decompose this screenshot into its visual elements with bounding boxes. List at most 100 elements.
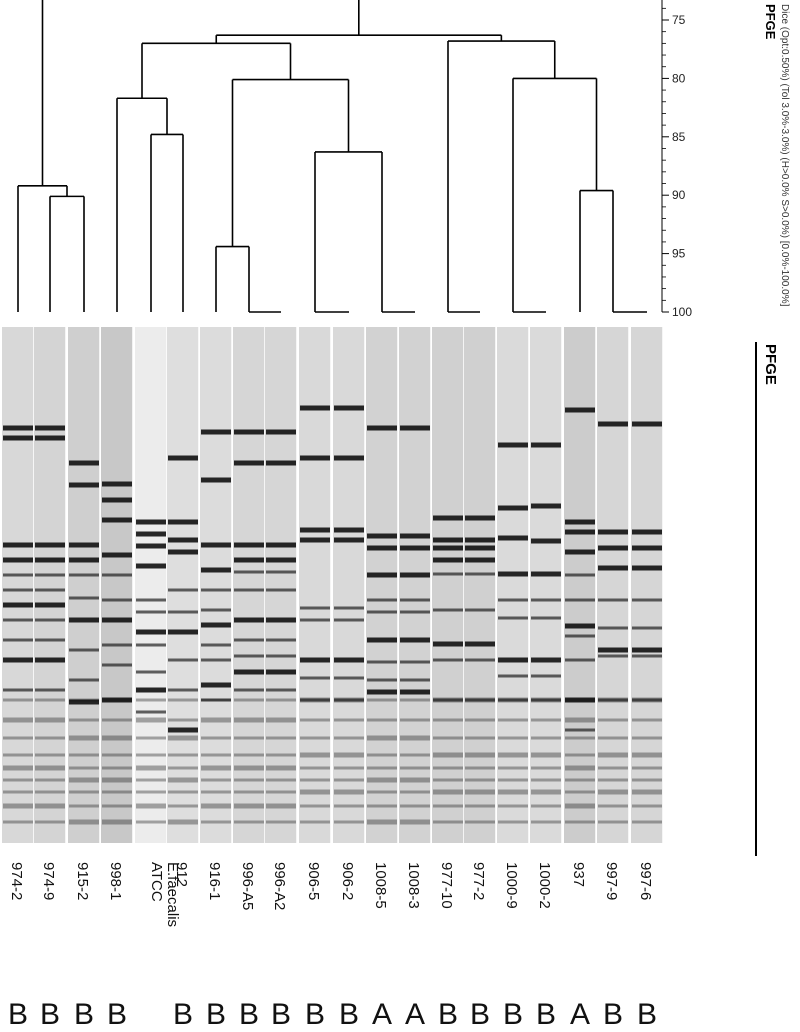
gel-band [102, 573, 132, 577]
lane-label: 997-6 [637, 862, 654, 900]
gel-band [102, 766, 132, 770]
gel-band [465, 572, 495, 576]
lane-label: 937 [570, 862, 587, 887]
gel-band [69, 460, 99, 466]
gel-band [266, 820, 296, 824]
gel-band [531, 778, 561, 782]
gel-band [498, 736, 528, 740]
gel-band [69, 804, 99, 808]
gel-band [234, 669, 264, 675]
gel-band [400, 698, 430, 702]
dendrogram-node [17, 185, 68, 312]
gel-band [266, 765, 296, 771]
gel-band [168, 735, 198, 741]
lane-label: ATCCE.faecalis [148, 862, 181, 927]
gel-band [334, 766, 364, 770]
gel-band [400, 753, 430, 757]
group-letter: B [536, 998, 556, 1031]
gel-lane-background [366, 327, 398, 843]
gel-lane-background [497, 327, 529, 843]
gel-band [168, 610, 198, 614]
gel-band [498, 804, 528, 808]
gel-band [300, 820, 330, 824]
gel-lane-background [167, 327, 199, 843]
gel-band [3, 765, 33, 771]
gel-band [433, 557, 463, 563]
gel-band [102, 777, 132, 783]
dendrogram-node [231, 78, 350, 247]
gel-band [234, 570, 264, 574]
gel-band [3, 698, 33, 702]
gel-band [565, 634, 595, 638]
gel-band [168, 629, 198, 635]
gel-band [400, 777, 430, 783]
gel-band [266, 542, 296, 548]
gel-lane [68, 327, 101, 843]
gel-band [35, 688, 65, 692]
gel-band [136, 543, 166, 549]
gel-band [531, 616, 561, 620]
gel-band [334, 736, 364, 740]
gel-band [3, 618, 33, 622]
gel-band [367, 637, 397, 643]
gel-band [234, 654, 264, 658]
gel-band [234, 638, 264, 642]
scale-tick-label: 95 [672, 247, 686, 261]
gel-lane-background [564, 327, 596, 843]
gel-band [266, 429, 296, 435]
gel-band [201, 698, 231, 702]
gel-band [266, 778, 296, 782]
gel-band [465, 608, 495, 612]
gel-band [168, 698, 198, 702]
gel-band [102, 481, 132, 487]
gel-band [400, 718, 430, 722]
gel-band [201, 643, 231, 647]
gel-band [300, 697, 330, 703]
gel-band [102, 497, 132, 503]
lane-label: 996-A5 [239, 862, 256, 910]
gel-band [367, 610, 397, 614]
gel-band [266, 717, 296, 723]
gel-band [433, 736, 463, 740]
gel-band [136, 698, 166, 702]
gel-band [69, 617, 99, 623]
gel-band [136, 687, 166, 693]
gel-band [367, 753, 397, 757]
lane-label: 974-9 [40, 862, 57, 900]
gel-band [565, 658, 595, 662]
group-letter: B [503, 998, 523, 1031]
gel-band [565, 790, 595, 794]
gel-image [2, 327, 664, 843]
gel-band [632, 654, 662, 658]
gel-band [531, 804, 561, 808]
gel-band [433, 778, 463, 782]
gel-band [367, 766, 397, 770]
lane-label: 998-1 [107, 862, 124, 900]
gel-band [334, 455, 364, 461]
gel-band [433, 515, 463, 521]
gel-band [632, 626, 662, 630]
gel-band [168, 519, 198, 525]
gel-band [367, 660, 397, 664]
gel-band [266, 790, 296, 794]
group-letter: B [206, 998, 226, 1031]
gel-band [35, 425, 65, 431]
gel-band [632, 778, 662, 782]
gel-band [3, 717, 33, 723]
gel-band [69, 648, 99, 652]
gel-band [266, 638, 296, 642]
gel-band [69, 542, 99, 548]
gel-band [565, 803, 595, 809]
lane-label: 997-9 [603, 862, 620, 900]
gel-band [136, 717, 166, 723]
gel-band [266, 698, 296, 702]
gel-band [565, 623, 595, 629]
gel-band [498, 778, 528, 782]
gel-band [465, 545, 495, 551]
gel-band [632, 421, 662, 427]
gel-band [136, 531, 166, 537]
gel-band [334, 676, 364, 680]
gel-band [565, 753, 595, 757]
gel-band [201, 736, 231, 740]
